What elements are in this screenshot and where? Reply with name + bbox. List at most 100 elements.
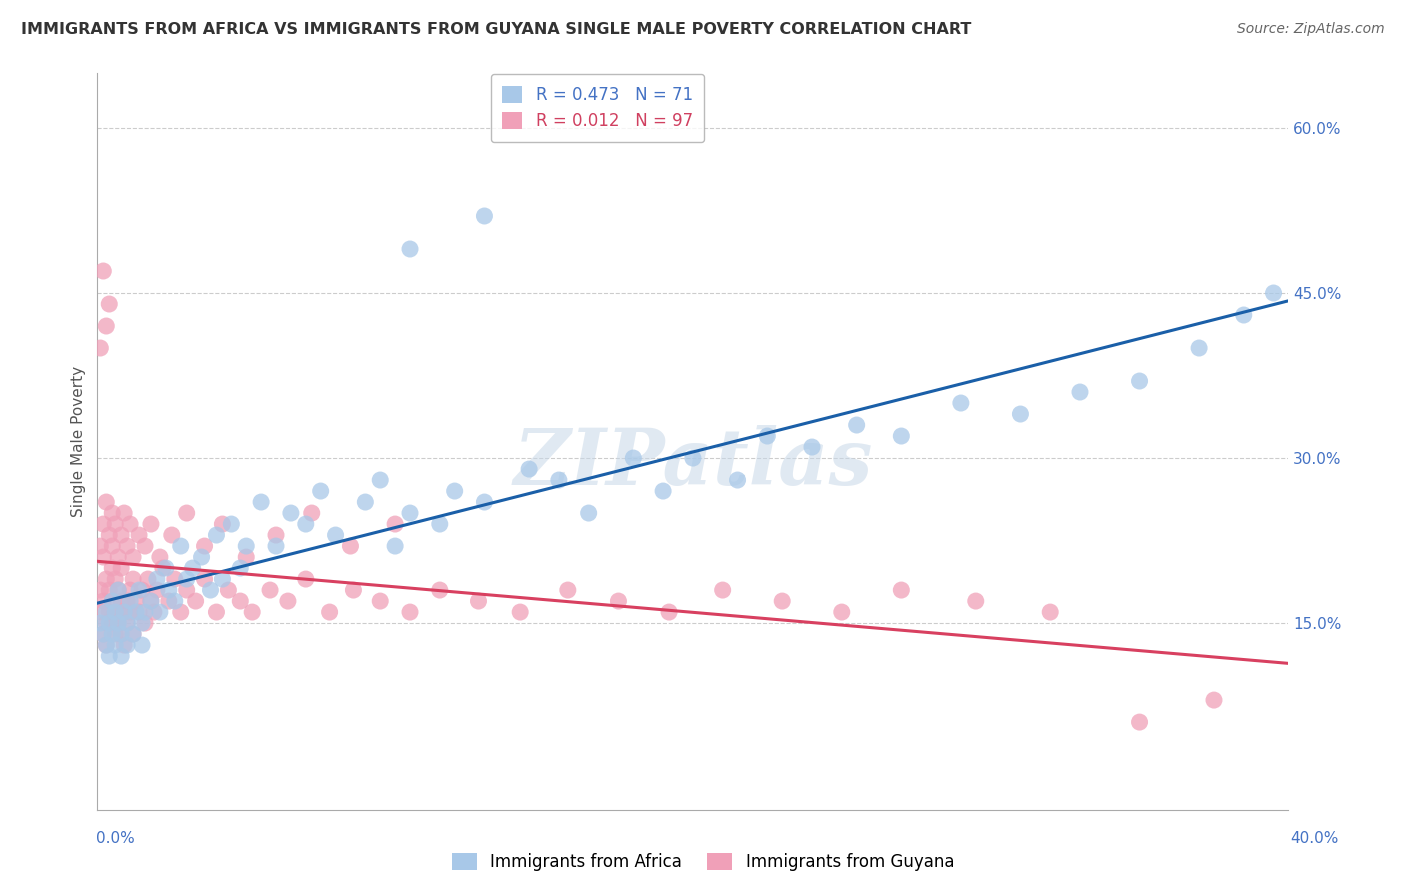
Point xyxy=(1128,715,1150,730)
Point xyxy=(1128,374,1150,388)
Point xyxy=(157,594,180,608)
Point xyxy=(1263,285,1285,300)
Point xyxy=(264,528,287,542)
Point xyxy=(107,583,129,598)
Point xyxy=(1010,407,1032,421)
Y-axis label: Single Male Poverty: Single Male Poverty xyxy=(72,366,86,517)
Point xyxy=(277,594,299,608)
Point xyxy=(98,605,121,619)
Point xyxy=(325,528,347,542)
Point xyxy=(157,583,180,598)
Point xyxy=(184,594,207,608)
Point xyxy=(294,517,316,532)
Point xyxy=(368,473,391,487)
Point xyxy=(128,605,150,619)
Point xyxy=(96,605,118,619)
Point xyxy=(110,627,132,641)
Point xyxy=(96,638,118,652)
Point xyxy=(949,396,972,410)
Point xyxy=(120,605,142,619)
Point xyxy=(122,550,145,565)
Point xyxy=(139,594,162,608)
Point xyxy=(770,594,793,608)
Legend: R = 0.473   N = 71, R = 0.012   N = 97: R = 0.473 N = 71, R = 0.012 N = 97 xyxy=(491,74,704,142)
Point xyxy=(467,594,489,608)
Point xyxy=(831,605,853,619)
Point xyxy=(1039,605,1062,619)
Point xyxy=(339,539,361,553)
Point xyxy=(125,594,148,608)
Point xyxy=(101,616,124,631)
Point xyxy=(89,616,111,631)
Point xyxy=(205,605,228,619)
Point xyxy=(101,506,124,520)
Point xyxy=(509,605,531,619)
Point xyxy=(104,638,127,652)
Point xyxy=(965,594,987,608)
Point xyxy=(578,506,600,520)
Point xyxy=(652,484,675,499)
Point xyxy=(548,473,571,487)
Point xyxy=(112,506,135,520)
Point xyxy=(217,583,239,598)
Point xyxy=(120,517,142,532)
Point xyxy=(98,297,121,311)
Point xyxy=(104,517,127,532)
Point xyxy=(221,517,243,532)
Point xyxy=(91,264,114,278)
Point xyxy=(149,605,172,619)
Point xyxy=(474,495,496,509)
Point xyxy=(91,517,114,532)
Point xyxy=(104,605,127,619)
Point xyxy=(96,572,118,586)
Point xyxy=(845,417,868,432)
Point xyxy=(134,605,156,619)
Point xyxy=(142,605,165,619)
Point xyxy=(104,572,127,586)
Point xyxy=(131,616,153,631)
Point xyxy=(104,605,127,619)
Point xyxy=(399,506,422,520)
Point xyxy=(342,583,364,598)
Point xyxy=(110,649,132,664)
Point xyxy=(474,209,496,223)
Point xyxy=(115,616,138,631)
Point xyxy=(240,605,263,619)
Legend: Immigrants from Africa, Immigrants from Guyana: Immigrants from Africa, Immigrants from … xyxy=(444,845,962,880)
Point xyxy=(163,572,186,586)
Point xyxy=(115,638,138,652)
Point xyxy=(211,517,233,532)
Point xyxy=(91,627,114,641)
Point xyxy=(125,605,148,619)
Point xyxy=(139,517,162,532)
Point xyxy=(163,594,186,608)
Point xyxy=(98,528,121,542)
Point xyxy=(131,638,153,652)
Point xyxy=(101,594,124,608)
Point xyxy=(89,539,111,553)
Point xyxy=(354,495,377,509)
Point xyxy=(110,561,132,575)
Point xyxy=(101,627,124,641)
Point xyxy=(250,495,273,509)
Point xyxy=(146,583,169,598)
Point xyxy=(200,583,222,598)
Point xyxy=(122,627,145,641)
Point xyxy=(517,462,540,476)
Point xyxy=(170,539,193,553)
Point xyxy=(235,550,257,565)
Point xyxy=(259,583,281,598)
Point xyxy=(107,583,129,598)
Point xyxy=(384,517,406,532)
Point xyxy=(122,572,145,586)
Point xyxy=(176,572,198,586)
Point xyxy=(115,594,138,608)
Point xyxy=(711,583,734,598)
Point xyxy=(152,561,174,575)
Point xyxy=(205,528,228,542)
Point xyxy=(134,616,156,631)
Point xyxy=(318,605,340,619)
Point xyxy=(621,451,644,466)
Point xyxy=(101,561,124,575)
Point xyxy=(89,341,111,355)
